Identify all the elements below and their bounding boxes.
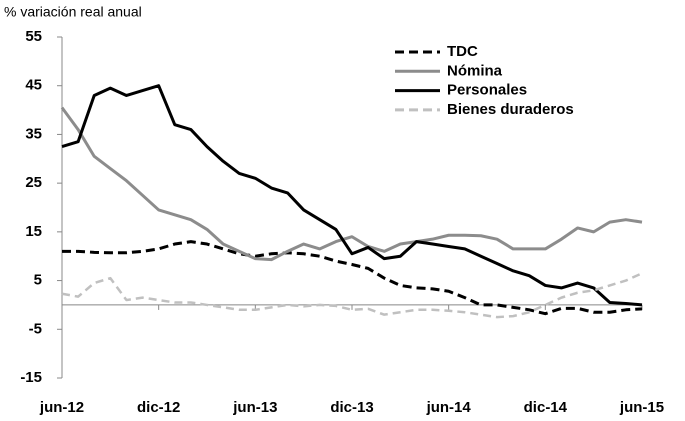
x-tick-label: jun-15 [619, 399, 664, 416]
y-tick-label: 5 [34, 272, 42, 289]
y-tick-label: 35 [25, 125, 42, 142]
x-tick-label: jun-14 [426, 399, 472, 416]
legend-label: Personales [447, 82, 527, 99]
y-tick-label: 25 [25, 174, 42, 191]
x-tick-label: dic-12 [137, 399, 180, 416]
legend-label: Bienes duraderos [447, 101, 574, 118]
y-tick-label: 45 [25, 77, 42, 94]
series-line [61, 84, 643, 307]
y-tick-label: -5 [29, 320, 42, 337]
legend-label: Nómina [447, 62, 503, 79]
y-tick-label: -15 [20, 369, 42, 386]
y-tick-label: 15 [25, 223, 42, 240]
y-axis-label: % variación real anual [4, 4, 142, 20]
series-line [60, 106, 643, 262]
x-tick-label: jun-12 [39, 399, 84, 416]
legend-label: TDC [447, 43, 478, 60]
series-line [62, 240, 643, 316]
x-tick-label: jun-13 [232, 399, 277, 416]
y-tick-label: 55 [25, 28, 42, 45]
x-tick-label: dic-14 [524, 399, 568, 416]
x-tick-label: dic-13 [330, 399, 373, 416]
